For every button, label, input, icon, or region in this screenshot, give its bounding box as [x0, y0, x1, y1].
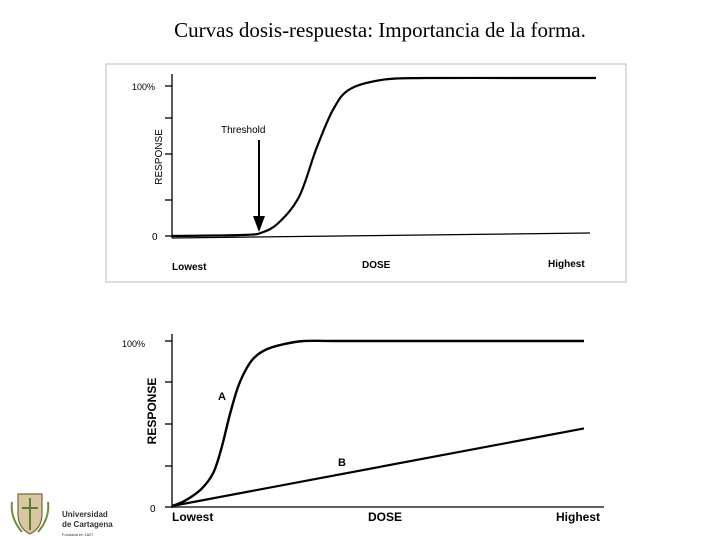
chart1-series-line: [171, 76, 596, 238]
page-title: Curvas dosis-respuesta: Importancia de l…: [174, 18, 586, 42]
chart2-series-b-line: [171, 427, 585, 508]
logo-motto: Fundada en 1827: [62, 532, 94, 537]
chart2-ytick-bottom: 0: [150, 504, 156, 515]
chart2-series-b-label: B: [338, 457, 346, 469]
university-logo: [10, 493, 50, 535]
chart2-xtick-highest: Highest: [556, 510, 600, 524]
logo-name-line1: Universidad: [62, 510, 108, 519]
crest-icon: [10, 493, 50, 535]
chart1-xtick-lowest: Lowest: [172, 262, 207, 273]
chart1-xtick-highest: Highest: [548, 259, 585, 270]
logo-name-line2: de Cartagena: [62, 520, 113, 529]
chart1-threshold-arrowhead: [253, 216, 265, 232]
chart2-series-a-line: [171, 339, 584, 508]
chart1-xlabel: DOSE: [362, 260, 391, 271]
chart2: A B 100% 0 RESPONSE Lowest DOSE Highest: [122, 334, 604, 524]
chart1-frame: [105, 63, 627, 283]
chart1: 100% 0 RESPONSE Lowest DOSE Highest Threshold: [132, 74, 596, 273]
chart1-ylabel: RESPONSE: [154, 129, 165, 185]
university-name: Universidad de Cartagena Fundada en 1827: [62, 510, 113, 540]
chart2-series-a-label: A: [218, 391, 226, 403]
chart2-ytick-top: 100%: [122, 339, 145, 349]
chart2-xtick-lowest: Lowest: [172, 510, 213, 524]
chart1-ytick-bottom: 0: [152, 232, 158, 243]
chart2-xlabel: DOSE: [368, 510, 402, 524]
chart1-x-axis: [171, 232, 591, 239]
chart2-ylabel: RESPONSE: [145, 378, 159, 445]
chart1-threshold-label: Threshold: [221, 125, 265, 136]
chart1-ytick-top: 100%: [132, 82, 155, 92]
